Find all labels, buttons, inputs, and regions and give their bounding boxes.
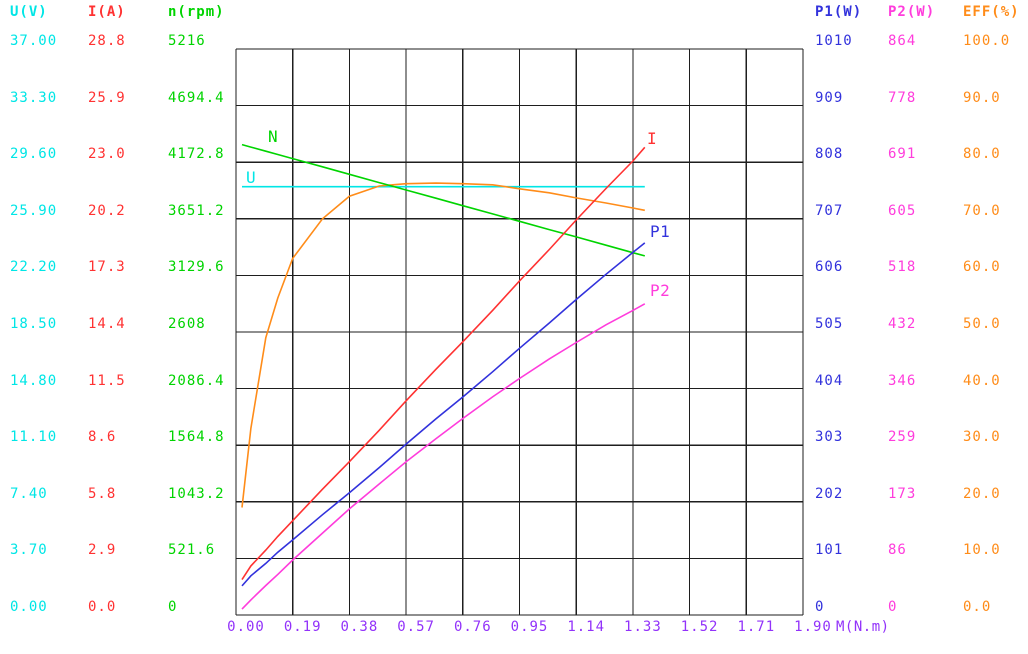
axis-tick-label-U: 11.10: [10, 429, 58, 446]
axis-tick-label-EFF: 40.0: [963, 372, 1001, 389]
axis-tick-label-P1: 303: [815, 429, 844, 446]
axis-header-n: n(rpm): [168, 4, 225, 20]
x-tick-label: 1.90: [794, 619, 832, 635]
axis-header-P1: P1(W): [815, 4, 863, 20]
axis-tick-label-P2: 691: [888, 146, 917, 163]
axis-tick-label-EFF: 70.0: [963, 202, 1001, 219]
curve-n: [241, 143, 646, 257]
axis-header-P2: P2(W): [888, 4, 936, 20]
axis-tick-label-P2: 173: [888, 485, 917, 502]
axis-tick-label-P2: 346: [888, 372, 917, 389]
curve-label-P2: P2: [650, 281, 671, 300]
axis-tick-label-EFF: 100.0: [963, 33, 1011, 49]
axis-tick-label-n: 4172.8: [168, 146, 225, 163]
axis-tick-label-n: 4694.4: [168, 89, 225, 106]
curve-label-P1: P1: [650, 222, 671, 241]
axis-tick-label-P1: 606: [815, 259, 844, 276]
axis-header-U: U(V): [10, 4, 48, 20]
axis-tick-label-P1: 909: [815, 89, 844, 106]
curve-EFF: [241, 182, 645, 508]
axis-tick-label-P1: 1010: [815, 33, 853, 49]
curve-label-n: N: [268, 127, 279, 146]
axis-tick-label-n: 3651.2: [168, 202, 225, 219]
x-tick-label: 0.00: [227, 619, 265, 635]
axis-tick-label-EFF: 90.0: [963, 89, 1001, 106]
axis-tick-label-P2: 778: [888, 89, 917, 106]
axis-tick-label-I: 2.9: [88, 542, 117, 559]
axis-tick-label-U: 37.00: [10, 33, 58, 49]
axis-tick-label-n: 0: [168, 599, 178, 615]
x-tick-label: 0.19: [283, 619, 322, 635]
axis-tick-label-EFF: 30.0: [963, 429, 1001, 446]
axis-tick-label-P2: 864: [888, 33, 917, 49]
axis-header-I: I(A): [88, 4, 126, 20]
axis-tick-label-P2: 605: [888, 202, 917, 219]
axis-tick-label-P1: 404: [815, 372, 844, 389]
x-tick-label: 0.38: [340, 619, 379, 635]
x-tick-label: 1.14: [567, 619, 606, 635]
axis-tick-label-EFF: 20.0: [963, 485, 1001, 502]
axis-tick-label-n: 1043.2: [168, 485, 225, 502]
x-tick-label: 0.57: [397, 619, 435, 635]
x-tick-label: 1.52: [680, 619, 719, 635]
curve-P1: [241, 242, 646, 587]
axis-tick-label-U: 33.30: [10, 89, 58, 106]
axis-tick-label-U: 3.70: [10, 542, 48, 559]
curve-label-U: U: [246, 168, 257, 187]
axis-tick-label-EFF: 10.0: [963, 542, 1001, 559]
axis-tick-label-P1: 0: [815, 599, 825, 615]
axis-tick-label-n: 2608: [168, 316, 206, 332]
axis-tick-label-P2: 0: [888, 599, 898, 615]
axis-tick-label-I: 8.6: [88, 429, 117, 446]
x-tick-label: 0.95: [510, 619, 549, 635]
axis-tick-label-I: 23.0: [88, 146, 126, 163]
axis-tick-label-I: 11.5: [88, 372, 126, 389]
curve-I: [241, 146, 646, 581]
axis-tick-label-U: 29.60: [10, 146, 58, 163]
axis-header-EFF: EFF(%): [963, 4, 1020, 20]
axis-tick-label-I: 28.8: [88, 33, 126, 49]
axis-tick-label-n: 5216: [168, 33, 206, 49]
axis-tick-label-P2: 86: [888, 542, 907, 559]
axis-tick-label-P1: 707: [815, 202, 844, 219]
axis-tick-label-U: 14.80: [10, 372, 58, 389]
axis-tick-label-EFF: 50.0: [963, 316, 1001, 332]
axis-tick-label-n: 1564.8: [168, 429, 225, 446]
axis-tick-label-P1: 202: [815, 485, 844, 502]
axis-tick-label-I: 14.4: [88, 316, 126, 332]
axis-tick-label-U: 7.40: [10, 485, 48, 502]
axis-tick-label-U: 0.00: [10, 599, 48, 615]
x-axis-unit: M(N.m): [836, 619, 890, 635]
axis-tick-label-I: 20.2: [88, 202, 126, 219]
curve-label-I: I: [647, 129, 658, 148]
axis-tick-label-U: 18.50: [10, 316, 58, 332]
axis-tick-label-EFF: 60.0: [963, 259, 1001, 276]
axis-tick-label-P2: 432: [888, 316, 917, 332]
axis-tick-label-I: 17.3: [88, 259, 126, 276]
x-tick-label: 1.33: [624, 619, 662, 635]
axis-tick-label-I: 5.8: [88, 485, 117, 502]
x-tick-label: 0.76: [453, 619, 492, 635]
curve-P2: [241, 303, 646, 610]
axis-tick-label-U: 25.90: [10, 202, 58, 219]
axis-tick-label-P1: 808: [815, 146, 844, 163]
axis-tick-label-n: 2086.4: [168, 372, 225, 389]
axis-tick-label-EFF: 0.0: [963, 599, 992, 615]
axis-tick-label-I: 25.9: [88, 89, 126, 106]
axis-tick-label-P2: 259: [888, 429, 917, 446]
axis-tick-label-n: 521.6: [168, 542, 216, 559]
axis-tick-label-EFF: 80.0: [963, 146, 1001, 163]
axis-tick-label-P1: 101: [815, 542, 844, 559]
axis-tick-label-P1: 505: [815, 316, 844, 332]
axis-tick-label-P2: 518: [888, 259, 917, 276]
axis-tick-label-I: 0.0: [88, 599, 117, 615]
axis-tick-label-n: 3129.6: [168, 259, 225, 276]
x-tick-label: 1.71: [737, 619, 776, 635]
axis-tick-label-U: 22.20: [10, 259, 58, 276]
